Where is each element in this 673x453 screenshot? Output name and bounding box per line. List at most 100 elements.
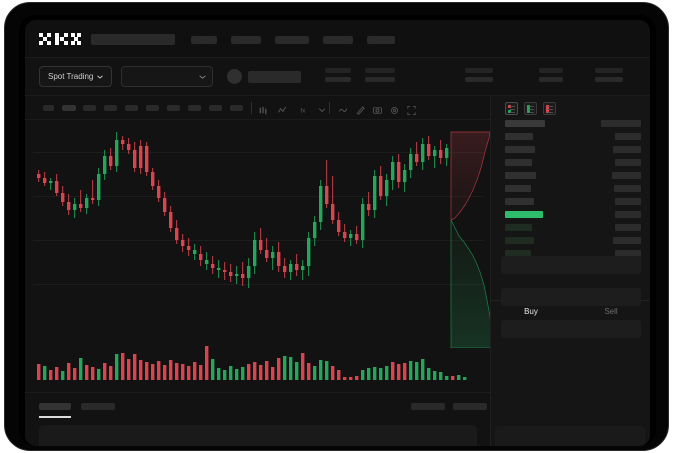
timeframe-chip-3[interactable] <box>104 105 117 111</box>
nav-item-1[interactable] <box>231 36 261 44</box>
tab-sell[interactable]: Sell <box>604 307 618 316</box>
order-amount-field[interactable] <box>501 288 641 306</box>
orderbook-sell-icon[interactable] <box>543 102 556 115</box>
order-book-price <box>505 185 531 192</box>
market-stat-3 <box>539 68 563 82</box>
stat-label <box>465 68 493 73</box>
order-book-price <box>505 146 535 153</box>
candlestick-chart[interactable] <box>25 120 490 340</box>
order-book-size <box>614 185 641 192</box>
drawing-tool-icon[interactable] <box>355 103 366 115</box>
order-book-row[interactable] <box>491 133 650 141</box>
stat-value <box>325 77 351 82</box>
stat-value <box>595 77 623 82</box>
device-frame: Spot Trading fx <box>4 2 669 451</box>
grid-line <box>33 152 483 153</box>
stat-value <box>539 77 563 82</box>
order-book-price <box>505 198 534 205</box>
nav-item-0[interactable] <box>191 36 217 44</box>
sub-toolbar: Spot Trading <box>25 58 650 96</box>
orderbook-both-icon[interactable] <box>505 102 518 115</box>
timeframe-chip-5[interactable] <box>146 105 159 111</box>
order-book-row[interactable] <box>491 159 650 167</box>
timeframe-chip-8[interactable] <box>209 105 222 111</box>
order-book-row[interactable] <box>491 198 650 206</box>
order-book-view-modes <box>505 102 556 115</box>
orders-tab-1[interactable] <box>81 403 115 410</box>
order-book-price <box>505 250 531 257</box>
spot-trading-label: Spot Trading <box>48 72 94 81</box>
order-book-rows[interactable] <box>491 120 650 276</box>
spot-trading-selector[interactable]: Spot Trading <box>39 66 113 87</box>
order-book-sidebar: Buy Sell <box>490 96 650 446</box>
area-chart-icon[interactable] <box>338 103 349 114</box>
trading-pair-select[interactable] <box>121 66 213 87</box>
order-book-price <box>505 159 532 166</box>
order-price-field[interactable] <box>501 256 641 274</box>
order-book-row[interactable] <box>491 120 650 128</box>
timeframe-chip-6[interactable] <box>167 105 180 111</box>
timeframe-chip-9[interactable] <box>230 105 243 111</box>
order-book-current-price[interactable] <box>491 211 650 219</box>
timeframe-chip-0[interactable] <box>43 105 54 111</box>
orders-action-1[interactable] <box>453 403 487 410</box>
orderbook-buy-icon[interactable] <box>524 102 537 115</box>
grid-line <box>33 240 483 241</box>
timeframe-chip-1[interactable] <box>62 105 76 111</box>
order-book-row[interactable] <box>491 172 650 180</box>
bottom-card-1 <box>277 426 477 446</box>
market-stat-2 <box>465 68 493 82</box>
order-book-row[interactable] <box>491 237 650 245</box>
order-book-size <box>615 159 641 166</box>
timeframe-chip-4[interactable] <box>125 105 138 111</box>
line-chart-icon[interactable] <box>277 103 288 114</box>
timeframe-chip-7[interactable] <box>188 105 201 111</box>
order-total-field[interactable] <box>501 320 641 338</box>
active-tab-indicator <box>39 416 71 418</box>
order-book-row[interactable] <box>491 250 650 258</box>
stat-label <box>325 68 351 73</box>
market-stat-0 <box>325 68 351 82</box>
bottom-card-0 <box>39 426 259 446</box>
order-book-size <box>601 120 641 127</box>
order-book-size <box>612 172 641 179</box>
order-book-row[interactable] <box>491 185 650 193</box>
camera-icon[interactable] <box>372 103 383 114</box>
candle-series <box>37 132 449 288</box>
order-book-row[interactable] <box>491 224 650 232</box>
order-book-price <box>505 237 534 244</box>
orders-tab-0[interactable] <box>39 403 71 410</box>
avatar[interactable] <box>227 69 242 84</box>
grid-line <box>33 196 483 197</box>
nav-item-2[interactable] <box>275 36 309 44</box>
candlestick-chart-icon[interactable] <box>258 103 269 115</box>
tab-buy[interactable]: Buy <box>524 307 538 316</box>
search-input[interactable] <box>91 34 175 45</box>
fullscreen-icon[interactable] <box>406 103 417 116</box>
chevron-down-icon <box>97 74 104 79</box>
nav-item-3[interactable] <box>323 36 353 44</box>
grid-line <box>33 284 483 285</box>
order-book-price <box>505 172 536 179</box>
order-book-size <box>615 198 641 205</box>
orders-action-0[interactable] <box>411 403 445 410</box>
stat-label <box>539 68 563 73</box>
toolbar-divider <box>251 102 252 114</box>
okx-logo[interactable] <box>39 33 81 46</box>
chart-toolbar: fx <box>25 96 490 120</box>
order-book-price <box>505 120 545 127</box>
indicators-icon[interactable]: fx <box>299 103 310 114</box>
price-stat-bar <box>248 71 301 83</box>
timeframe-chip-2[interactable] <box>83 105 96 111</box>
order-book-size <box>613 237 641 244</box>
order-book-price <box>505 133 533 140</box>
top-navigation-bar <box>25 20 650 58</box>
settings-gear-icon[interactable] <box>389 103 400 114</box>
order-book-size <box>615 250 641 257</box>
order-book-row[interactable] <box>491 146 650 154</box>
chevron-down-icon[interactable] <box>317 103 328 114</box>
nav-item-4[interactable] <box>367 36 395 44</box>
chevron-down-icon <box>199 74 206 79</box>
order-book-size <box>615 211 641 218</box>
stat-value <box>465 77 493 82</box>
